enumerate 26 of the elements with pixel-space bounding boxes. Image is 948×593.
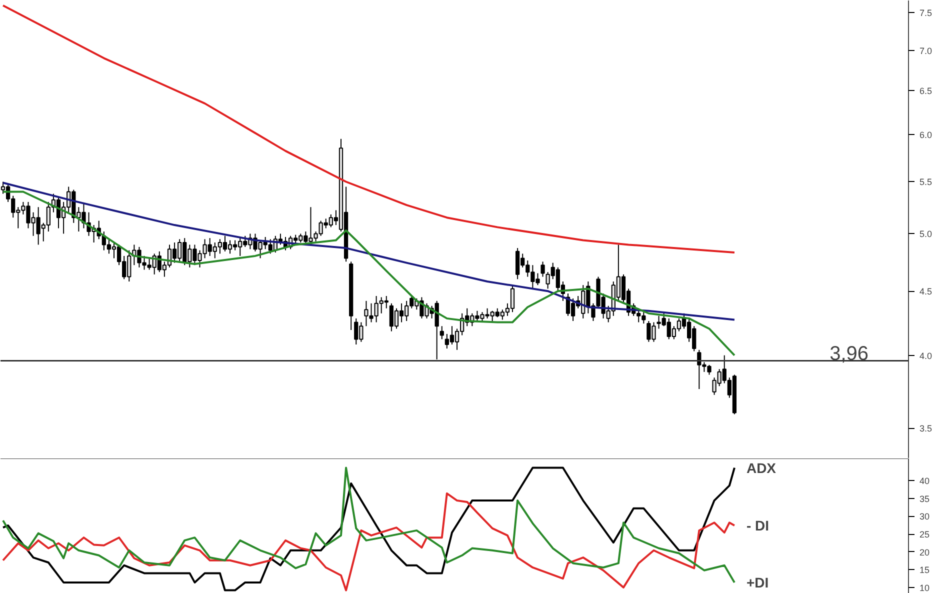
y-tick-label: 25	[920, 530, 930, 540]
y-tick-label: 5.0	[920, 229, 932, 240]
y-tick-label: 5.5	[920, 177, 932, 188]
line-series	[2, 182, 736, 321]
candlestick	[440, 326, 444, 340]
y-tick-label: 7.0	[920, 46, 932, 56]
y-tick-label: 10	[920, 582, 930, 593]
y-tick-label: 3.5	[920, 424, 932, 434]
series-label: ADX	[746, 460, 777, 476]
y-tick-label: 15	[920, 565, 930, 576]
ref-line-label: 3,96	[830, 342, 869, 365]
y-tick-label: 6.5	[920, 86, 932, 96]
y-tick-label: 4.0	[920, 350, 932, 361]
line-series	[2, 492, 736, 592]
y-tick-label: 35	[920, 494, 930, 504]
series-label: - DI	[746, 517, 770, 534]
y-tick-label: 7.5	[920, 8, 932, 18]
y-tick-label: 4.5	[920, 286, 932, 297]
line-series	[2, 190, 736, 356]
y-tick-label: 30	[920, 512, 930, 522]
y-tick-label: 40	[920, 476, 930, 486]
line-series	[2, 4, 736, 254]
y-tick-label: 20	[920, 547, 930, 558]
series-label: +DI	[746, 574, 769, 590]
candlestick	[540, 261, 545, 278]
y-tick-label: 6.0	[920, 130, 932, 140]
